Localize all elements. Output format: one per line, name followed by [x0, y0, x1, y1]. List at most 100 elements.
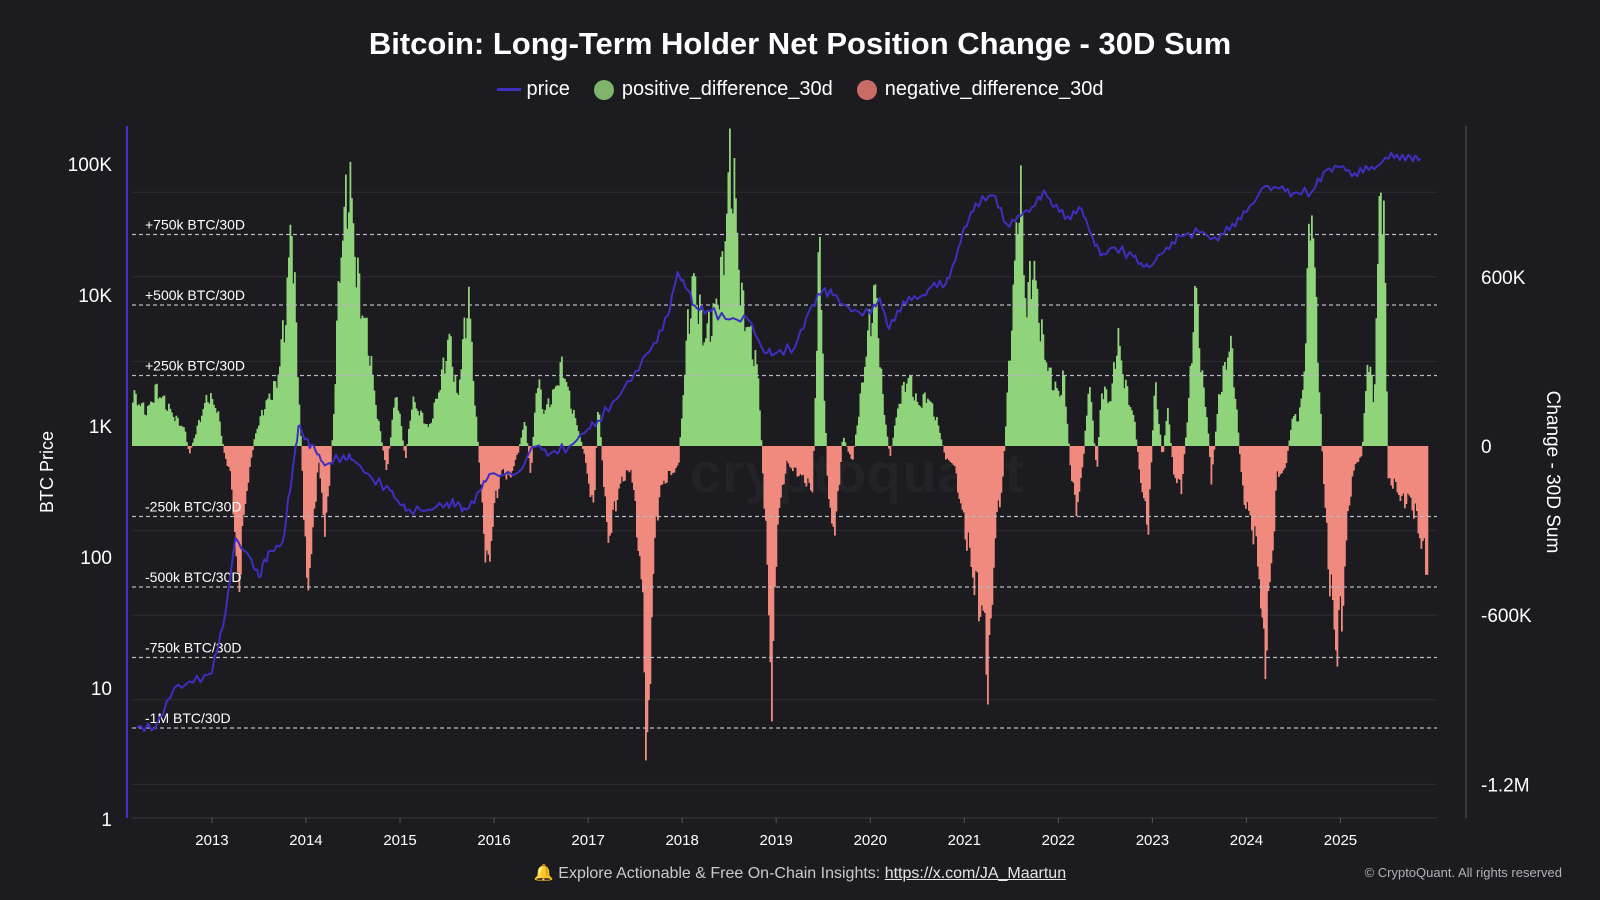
negative-bar-357 [667, 446, 670, 471]
positive-bar-540 [942, 445, 944, 446]
negative-bar-430 [777, 446, 779, 525]
negative-bar-439 [790, 446, 793, 469]
left-tick-label-5: 100K [68, 155, 113, 176]
x-tick-label-1: 2014 [289, 832, 322, 849]
negative-bar-766 [1281, 446, 1283, 474]
positive-bar-410 [747, 326, 749, 446]
x-tick-label-0: 2013 [195, 832, 228, 849]
positive-bar-657 [1117, 328, 1120, 446]
positive-bar-178 [399, 413, 401, 446]
positive-bar-56 [216, 412, 218, 446]
negative-bar-571 [988, 446, 991, 635]
positive-bar-617 [1057, 390, 1060, 446]
positive-bar-44 [198, 419, 200, 446]
negative-bar-670 [1137, 446, 1139, 452]
positive-bar-779 [1300, 398, 1303, 446]
negative-bar-767 [1282, 446, 1285, 471]
positive-bar-460 [822, 353, 824, 446]
positive-bar-172 [390, 437, 392, 446]
positive-bar-515 [904, 391, 907, 446]
legend-item-price[interactable]: price [496, 78, 570, 101]
positive-bar-690 [1167, 407, 1169, 446]
negative-bar-853 [1411, 446, 1414, 511]
negative-bar-859 [1420, 446, 1423, 549]
positive-bar-495 [874, 284, 877, 446]
positive-bar-81 [253, 439, 256, 446]
positive-bar-602 [1035, 280, 1037, 446]
positive-bar-261 [523, 422, 526, 446]
negative-bar-673 [1141, 446, 1144, 493]
negative-bar-758 [1269, 446, 1271, 583]
reference-label-3: -250k BTC/30D [145, 499, 241, 515]
negative-bar-113 [301, 446, 304, 471]
negative-bar-694 [1173, 446, 1175, 475]
positive-bar-725 [1219, 394, 1222, 446]
positive-bar-190 [417, 411, 419, 446]
legend-item-negative[interactable]: negative_difference_30d [856, 78, 1103, 101]
negative-bar-170 [387, 446, 389, 464]
positive-bar-771 [1288, 440, 1291, 446]
footer-link[interactable]: https://x.com/JA_Maartun [884, 865, 1067, 882]
positive-bar-615 [1054, 381, 1057, 446]
negative-bar-119 [310, 446, 313, 555]
negative-bar-838 [1389, 446, 1391, 478]
negative-bar-700 [1182, 446, 1184, 474]
positive-bar-88 [264, 409, 266, 446]
negative-bar-257 [517, 446, 520, 453]
positive-bar-41 [193, 438, 196, 446]
legend-item-positive[interactable]: positive_difference_30d [593, 78, 833, 101]
positive-bar-513 [901, 385, 904, 446]
positive-bar-285 [559, 362, 562, 446]
positive-bar-828 [1374, 384, 1376, 446]
positive-bar-379 [700, 309, 703, 446]
negative-bar-240 [492, 446, 494, 527]
positive-bar-375 [694, 276, 697, 446]
negative-bar-793 [1321, 446, 1324, 452]
positive-bar-58 [219, 421, 221, 446]
positive-bar-229 [475, 416, 478, 446]
positive-bar-473 [841, 441, 844, 446]
legend: price positive_difference_30d negative_d… [0, 78, 1600, 101]
positive-bar-34 [183, 427, 185, 446]
positive-bar-835 [1384, 282, 1387, 446]
negative-bar-769 [1285, 446, 1288, 464]
positive-bar-49 [205, 394, 208, 446]
positive-bar-494 [873, 285, 875, 446]
negative-bar-71 [238, 446, 241, 592]
negative-bar-768 [1284, 446, 1286, 468]
negative-bar-327 [622, 446, 625, 482]
negative-bar-794 [1323, 446, 1325, 484]
positive-bar-520 [912, 396, 914, 446]
negative-bar-316 [606, 446, 608, 522]
positive-bar-820 [1362, 441, 1364, 446]
positive-bar-685 [1159, 434, 1162, 446]
negative-bar-566 [981, 446, 983, 606]
negative-bar-671 [1138, 446, 1141, 470]
positive-bar-584 [1008, 360, 1010, 446]
positive-bar-26 [171, 412, 173, 446]
positive-bar-486 [861, 382, 863, 446]
positive-bar-87 [262, 415, 265, 446]
negative-bar-326 [621, 446, 623, 477]
positive-bar-165 [379, 431, 382, 446]
right-tick-label-0: 600K [1481, 268, 1526, 289]
positive-bar-773 [1291, 418, 1294, 446]
positive-bar-704 [1188, 397, 1190, 446]
positive-bar-488 [864, 367, 866, 446]
positive-bar-415 [754, 350, 757, 446]
positive-bar-482 [855, 434, 857, 446]
negative-bar-77 [247, 446, 250, 483]
negative-bar-322 [615, 446, 617, 512]
positive-bar-658 [1119, 345, 1121, 446]
negative-bar-863 [1426, 446, 1429, 575]
positive-bar-412 [750, 325, 752, 446]
positive-bar-230 [477, 441, 479, 446]
positive-bar-403 [736, 232, 739, 446]
positive-bar-59 [220, 435, 223, 446]
negative-bar-360 [672, 446, 674, 473]
positive-bar-91 [268, 393, 271, 446]
negative-bar-37 [187, 446, 190, 449]
negative-bar-849 [1405, 446, 1408, 504]
positive-bar-711 [1198, 348, 1201, 446]
positive-bar-156 [366, 317, 368, 446]
